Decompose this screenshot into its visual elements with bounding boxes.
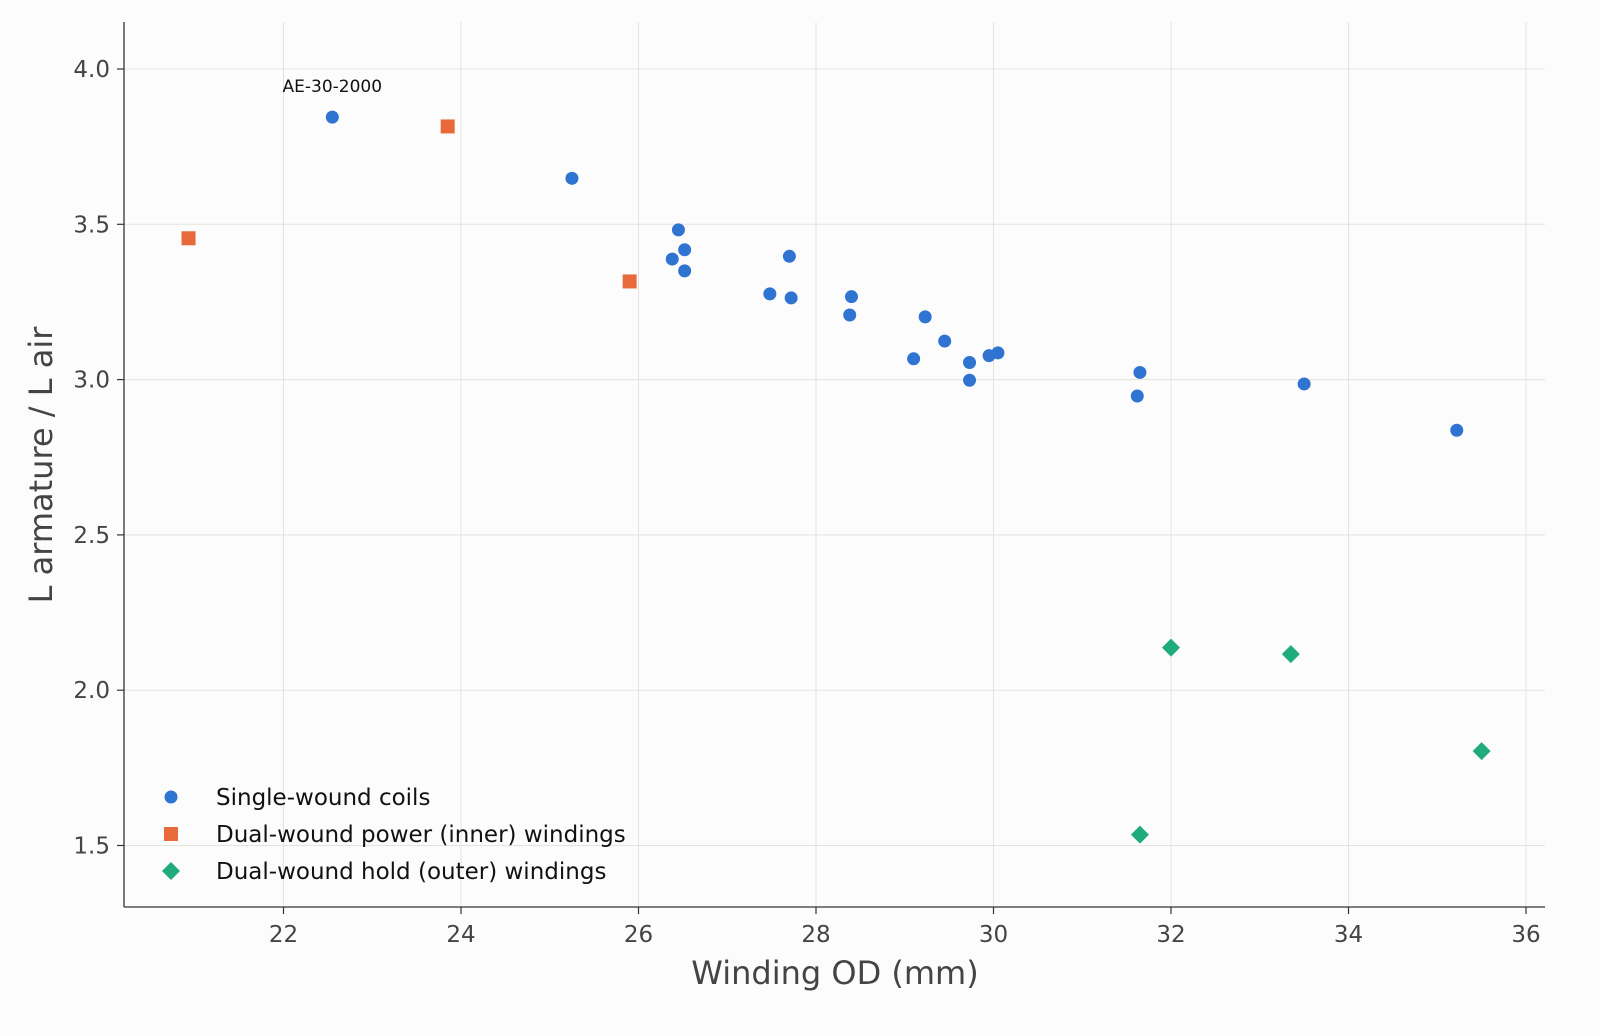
y-tick-label: 3.5 <box>73 212 110 238</box>
y-tick-label: 2.0 <box>73 678 110 704</box>
x-tick-label: 32 <box>1156 922 1185 948</box>
circle-data-point <box>678 243 692 257</box>
circle-data-point <box>1450 423 1464 437</box>
legend-square-marker <box>164 827 178 841</box>
circle-data-point <box>1297 377 1311 391</box>
legend-circle-marker <box>164 790 178 804</box>
x-tick-label: 34 <box>1334 922 1363 948</box>
grid <box>124 22 1545 907</box>
x-axis-ticks: 22 24 26 28 30 32 34 36 <box>269 907 1541 948</box>
y-tick-label: 4.0 <box>73 57 110 83</box>
x-tick-label: 28 <box>801 922 830 948</box>
x-tick-label: 36 <box>1511 922 1540 948</box>
x-axis-title: Winding OD (mm) <box>691 954 978 992</box>
square-data-point <box>440 119 455 134</box>
legend-label: Single-wound coils <box>216 785 430 811</box>
circle-data-point <box>1130 389 1144 403</box>
circle-data-point <box>963 356 977 370</box>
circle-data-point <box>991 346 1005 360</box>
circle-data-point <box>845 290 858 304</box>
y-axis-ticks: 1.5 2.0 2.5 3.0 3.5 4.0 <box>73 57 124 860</box>
square-data-point <box>622 274 637 289</box>
y-tick-label: 2.5 <box>73 523 110 549</box>
axes <box>123 22 1545 908</box>
y-tick-label: 3.0 <box>73 368 110 394</box>
data-points <box>181 110 1491 844</box>
legend-diamond-marker <box>162 862 180 880</box>
circle-data-point <box>907 352 921 366</box>
circle-data-point <box>1133 365 1147 379</box>
circle-data-point <box>843 308 857 322</box>
legend-label: Dual-wound power (inner) windings <box>216 822 626 848</box>
diamond-data-point <box>1472 742 1491 761</box>
diamond-data-point <box>1162 638 1180 657</box>
circle-data-point <box>763 287 777 301</box>
square-data-point <box>181 231 196 246</box>
circle-data-point <box>938 334 952 348</box>
circle-data-point <box>665 252 679 266</box>
y-axis-title: L armature / L air <box>22 326 60 604</box>
legend-label: Dual-wound hold (outer) windings <box>216 859 606 885</box>
legend: Single-wound coils Dual-wound power (inne… <box>162 785 626 885</box>
x-tick-label: 26 <box>624 922 653 948</box>
circle-data-point <box>963 373 977 387</box>
point-annotation: AE-30-2000 <box>283 77 383 97</box>
circle-data-point <box>325 110 339 124</box>
circle-data-point <box>782 249 796 263</box>
x-tick-label: 30 <box>979 922 1008 948</box>
diamond-data-point <box>1130 825 1149 844</box>
circle-data-point <box>565 171 579 185</box>
annotations: AE-30-2000 <box>283 77 383 97</box>
diamond-data-point <box>1281 645 1300 664</box>
x-tick-label: 22 <box>269 922 298 948</box>
circle-data-point <box>918 310 932 324</box>
circle-data-point <box>671 223 685 237</box>
circle-data-point <box>678 264 692 278</box>
x-tick-label: 24 <box>446 922 475 948</box>
y-tick-label: 1.5 <box>73 834 110 860</box>
circle-data-point <box>784 291 798 305</box>
